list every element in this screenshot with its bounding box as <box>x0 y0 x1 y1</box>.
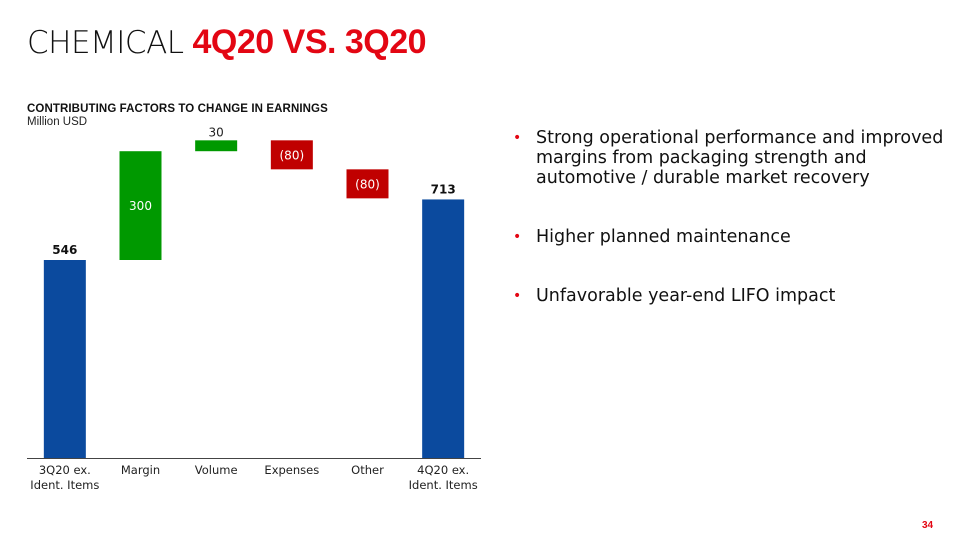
bullet-text: Higher planned maintenance <box>536 227 791 247</box>
bullet-text: Strong operational performance and impro… <box>536 128 944 188</box>
page-title: CHEMICAL 4Q20 VS. 3Q20 <box>27 20 427 65</box>
data-label: (80) <box>355 177 380 191</box>
data-label: 546 <box>52 243 77 257</box>
bullet-dot-icon: • <box>513 288 522 304</box>
data-label: 713 <box>431 182 456 196</box>
data-label: 30 <box>209 125 224 139</box>
category-label: 3Q20 ex. <box>39 463 91 477</box>
category-label: Margin <box>121 463 160 477</box>
chart-unit-label: Million USD <box>27 116 88 128</box>
bullet-item: • Unfavorable year-end LIFO impact <box>513 286 953 306</box>
category-label: Other <box>351 463 384 477</box>
bullet-item: • Strong operational performance and impr… <box>513 128 953 188</box>
title-accent: 4Q20 VS. 3Q20 <box>192 23 427 61</box>
title-prefix: CHEMICAL <box>27 25 184 61</box>
page-number: 34 <box>922 520 934 531</box>
category-label: Ident. Items <box>30 478 99 492</box>
bar-increase <box>195 140 238 152</box>
bullet-item: • Higher planned maintenance <box>513 227 953 247</box>
bullet-dot-icon: • <box>513 229 522 245</box>
bar-total <box>43 260 86 458</box>
category-label: Volume <box>195 463 238 477</box>
bar-increase <box>119 151 162 260</box>
data-label: (80) <box>280 148 305 162</box>
data-label: 300 <box>129 199 152 213</box>
bullet-dot-icon: • <box>513 130 522 146</box>
bar-decrease <box>346 169 389 199</box>
category-label: Expenses <box>264 463 319 477</box>
bar-decrease <box>270 140 313 170</box>
bar-total <box>422 199 465 458</box>
bullet-list: • Strong operational performance and impr… <box>513 128 953 306</box>
bullet-text: Unfavorable year-end LIFO impact <box>536 286 836 306</box>
category-label: 4Q20 ex. <box>417 463 469 477</box>
chart-title: CONTRIBUTING FACTORS TO CHANGE IN EARNIN… <box>27 103 328 115</box>
category-label: Ident. Items <box>409 478 478 492</box>
